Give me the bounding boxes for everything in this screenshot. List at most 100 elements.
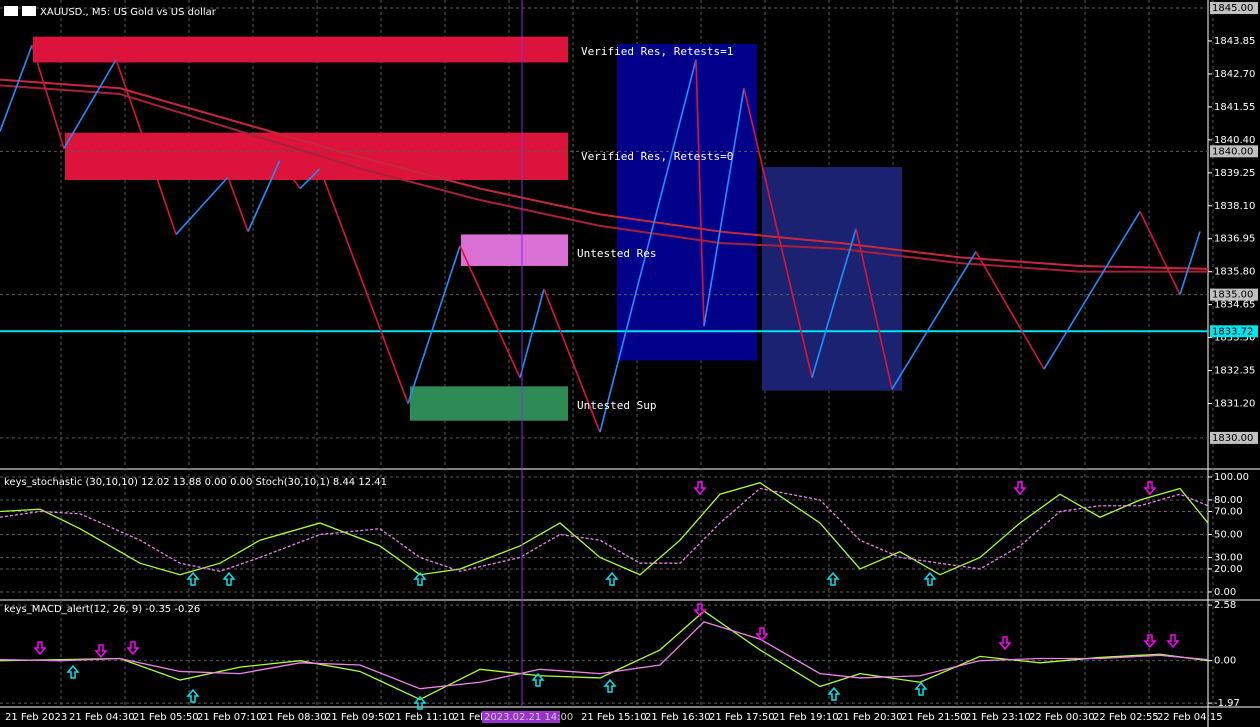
x-tick-label: 21 Feb 04:30	[69, 712, 135, 723]
zigzag-segment	[743, 88, 813, 378]
x-tick-label: 21 Feb 15:10	[581, 712, 647, 723]
y-tick-label: 1833.50	[1214, 333, 1255, 344]
annotation: Verified Res, Retests=0	[581, 150, 733, 163]
arrow-down	[693, 603, 707, 618]
arrow-up	[605, 571, 619, 586]
annotation: Untested Res	[577, 247, 656, 260]
y-tick-label: 1840.40	[1214, 135, 1255, 146]
zigzag-segment	[459, 245, 521, 379]
indicator-label: keys_MACD_alert(12, 26, 9) -0.35 -0.26	[4, 604, 200, 615]
line-series	[0, 487, 1209, 572]
zigzag-segment	[279, 159, 301, 190]
line-series	[0, 482, 1209, 576]
y-tick-label: 1832.35	[1214, 366, 1255, 377]
x-tick-label: 21 Feb 21:50	[901, 712, 967, 723]
arrow-down	[998, 636, 1012, 651]
line-series	[0, 621, 1209, 690]
arrow-up	[413, 571, 427, 586]
y-tick-label: 80.00	[1214, 495, 1243, 506]
arrow-up	[413, 695, 427, 710]
arrow-down	[126, 641, 140, 656]
price-tag	[1210, 325, 1258, 338]
zigzag-segment	[1139, 211, 1181, 295]
zone	[33, 36, 568, 63]
y-tick-label: 1843.85	[1214, 36, 1255, 47]
arrow-down	[94, 644, 108, 659]
zigzag-segment	[407, 245, 461, 404]
arrow-up	[914, 681, 928, 696]
zigzag-segment	[599, 59, 697, 433]
icon	[22, 6, 36, 16]
indicator-label: keys_stochastic (30,10,10) 12.02 13.88 0…	[4, 477, 387, 488]
zone	[461, 234, 568, 266]
arrow-up	[186, 688, 200, 703]
arrow-down	[1013, 481, 1027, 496]
zigzag-segment	[543, 288, 601, 433]
line-series	[0, 84, 1208, 273]
y-tick-label: 50.00	[1214, 529, 1243, 540]
zigzag-segment	[0, 45, 33, 132]
x-tick-label: 21 Feb 05:50	[133, 712, 199, 723]
y-tick-label: 1838.10	[1214, 201, 1255, 212]
zigzag-segment	[63, 59, 117, 149]
x-tick-label: 21 Feb 16:30	[645, 712, 711, 723]
zigzag-segment	[1043, 211, 1141, 370]
y-tick-label: 2.58	[1214, 600, 1236, 611]
price-tag-label: 1835.00	[1212, 290, 1253, 301]
zigzag-segment	[143, 139, 177, 235]
crosshair-label: 2023.02.21 14:00	[484, 712, 573, 723]
price-tag-label: 1840.00	[1212, 146, 1253, 157]
arrow-up	[222, 571, 236, 586]
crosshair-tag	[482, 711, 560, 723]
price-tag-label: 1845.00	[1212, 3, 1253, 14]
x-tick-label: 22 Feb 02:55	[1093, 712, 1159, 723]
x-tick-label: 21 Feb 07:10	[197, 712, 263, 723]
arrow-down	[33, 641, 47, 656]
x-tick-label: 21 Feb 08:30	[261, 712, 327, 723]
y-tick-label: 20.00	[1214, 564, 1243, 575]
y-tick-label: 1835.80	[1214, 267, 1255, 278]
icon	[4, 6, 18, 16]
price-tag	[1210, 288, 1258, 301]
arrow-down	[755, 627, 769, 642]
arrow-down	[1143, 634, 1157, 649]
arrow-up	[66, 664, 80, 679]
y-tick-label: 1836.95	[1214, 234, 1255, 245]
zigzag-segment	[31, 45, 65, 149]
y-tick-label: 1831.20	[1214, 399, 1255, 410]
y-tick-label: 0.00	[1214, 656, 1236, 667]
price-tag	[1210, 145, 1258, 158]
x-tick-label: 21 Feb 17:50	[709, 712, 775, 723]
price-tag-label: 1833.72	[1212, 326, 1253, 337]
arrow-up	[826, 571, 840, 586]
y-tick-label: 100.00	[1214, 472, 1249, 483]
arrow-up	[603, 678, 617, 693]
zigzag-segment	[247, 159, 281, 232]
y-tick-label: 1841.55	[1214, 102, 1255, 113]
annotation: Verified Res, Retests=1	[581, 45, 733, 58]
zigzag-segment	[855, 228, 893, 390]
y-tick-label: 30.00	[1214, 552, 1243, 563]
zigzag-segment	[299, 167, 321, 190]
zigzag-segment	[975, 251, 1045, 370]
arrow-down	[1166, 634, 1180, 649]
x-tick-label: 21 Feb	[453, 712, 487, 723]
annotation: Untested Sup	[577, 399, 656, 412]
x-tick-label: 21 Feb 2023	[5, 712, 67, 723]
price-tag-label: 1830.00	[1212, 433, 1253, 444]
arrow-up	[923, 571, 937, 586]
zone	[410, 386, 568, 421]
x-tick-label: 21 Feb 20:30	[837, 712, 903, 723]
chart-title: XAUUSD., M5: US Gold vs US dollar	[40, 7, 217, 18]
zigzag-segment	[703, 88, 745, 327]
zigzag-segment	[175, 176, 229, 235]
x-tick-label: 22 Feb 00:30	[1029, 712, 1095, 723]
price-tag	[1210, 2, 1258, 15]
y-tick-label: 1839.25	[1214, 168, 1255, 179]
price-tag	[1210, 431, 1258, 444]
zigzag-segment	[695, 59, 705, 327]
arrow-down	[1143, 481, 1157, 496]
x-tick-label: 21 Feb 19:10	[773, 712, 839, 723]
